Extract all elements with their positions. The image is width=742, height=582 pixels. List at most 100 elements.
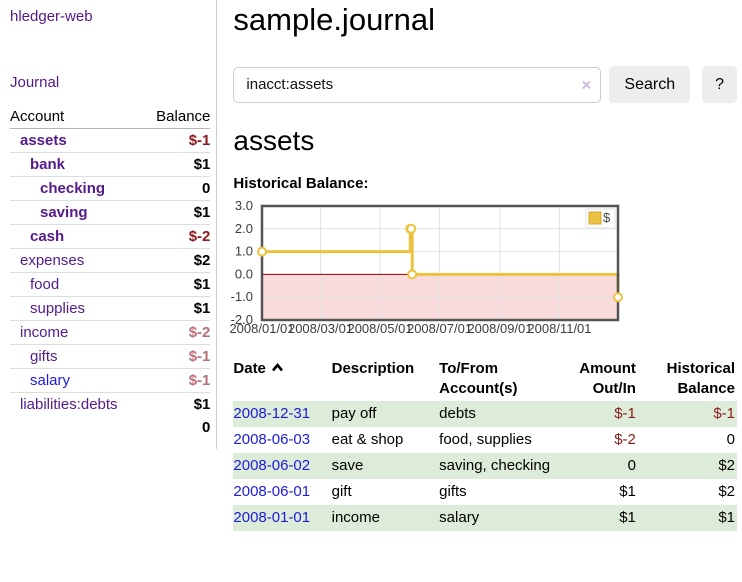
y-axis-tick-label: 3.0 xyxy=(235,198,253,213)
y-axis-tick-label: -1.0 xyxy=(231,289,253,304)
sort-ascending-icon xyxy=(271,359,284,379)
x-axis-tick-label: 2008/11/01 xyxy=(528,321,592,336)
transaction-date-link[interactable]: 2008-01-01 xyxy=(233,509,311,526)
accounts-table: Account Balance assets $-1 bank $1 checking 0… xyxy=(10,105,211,439)
account-balance: $-2 xyxy=(143,320,211,345)
x-axis-tick-label: 2008/07/01 xyxy=(407,321,472,336)
account-link[interactable]: liabilities:debts xyxy=(20,396,118,413)
accounts-header-account: Account xyxy=(10,105,144,129)
clear-search-icon[interactable]: × xyxy=(581,75,592,94)
sidebar: hledger-web Journal Account Balance asse… xyxy=(0,0,218,449)
account-row: gifts $-1 xyxy=(10,344,211,369)
account-link[interactable]: saving xyxy=(40,204,88,221)
transaction-date-link[interactable]: 2008-06-02 xyxy=(233,457,311,474)
account-link[interactable]: bank xyxy=(30,156,66,173)
account-balance: $1 xyxy=(143,152,211,177)
account-name-cell: supplies xyxy=(10,296,144,321)
search-input[interactable] xyxy=(233,66,602,103)
register-balance-cell: $2 xyxy=(718,457,735,474)
register-table-body: 2008-12-31 pay off debts $-1 $-1 2008-06-03 ea… xyxy=(233,401,737,531)
register-row: 2008-06-01 gift gifts $1 $2 xyxy=(233,479,737,505)
x-axis-tick-label: 2008/05/01 xyxy=(348,321,413,336)
account-name-cell: cash xyxy=(10,224,144,249)
register-amount-cell: $-2 xyxy=(614,431,636,448)
register-header-accounts: To/From Account(s) xyxy=(439,360,518,397)
account-name-cell: assets xyxy=(10,129,143,153)
search-form: × Search ? xyxy=(233,66,737,103)
account-link[interactable]: checking xyxy=(40,180,106,197)
account-link[interactable]: supplies xyxy=(30,300,86,317)
accounts-total-value: 0 xyxy=(202,419,211,436)
y-axis-tick-label: 2.0 xyxy=(235,221,253,236)
page-title: sample.journal xyxy=(233,2,435,37)
plot-border xyxy=(261,204,620,322)
data-point-marker xyxy=(406,223,417,234)
legend-label: $ xyxy=(603,210,611,225)
register-row: 2008-12-31 pay off debts $-1 $-1 xyxy=(233,401,737,427)
register-row: 2008-06-03 eat & shop food, supplies $-2 0 xyxy=(233,427,737,453)
chart-container: $3.0 2.0 1.0 0.0 -1.0 -2.0 2008/01/01 2008/03/0… xyxy=(225,198,737,343)
register-date-cell: 2008-06-01 xyxy=(233,479,331,505)
account-balance: $1 xyxy=(143,200,211,225)
help-button[interactable]: ? xyxy=(702,66,737,103)
register-row: 2008-01-01 income salary $1 $1 xyxy=(233,505,737,531)
chart-label: Historical Balance: xyxy=(233,175,369,192)
account-row: food $1 xyxy=(10,272,211,297)
register-balance-cell: $1 xyxy=(718,509,735,526)
account-row: supplies $1 xyxy=(10,296,211,321)
account-balance: $-1 xyxy=(143,368,211,393)
app-title-link[interactable]: hledger-web xyxy=(10,8,93,25)
account-row: bank $1 xyxy=(10,152,211,177)
account-link[interactable]: assets xyxy=(20,132,67,149)
sidebar-item-journal[interactable]: Journal xyxy=(10,74,60,91)
register-header-amount: Amount Out/In xyxy=(579,360,636,397)
account-row: cash $-2 xyxy=(10,224,211,249)
register-date-cell: 2008-06-03 xyxy=(233,427,331,453)
account-name-cell: liabilities:debts xyxy=(10,392,144,416)
search-input-wrap: × xyxy=(233,66,602,103)
register-date-cell: 2008-01-01 xyxy=(233,505,331,531)
account-name-cell: saving xyxy=(10,200,144,225)
account-row: checking 0 xyxy=(10,176,211,201)
account-name-cell: food xyxy=(10,272,144,297)
register-amount-cell: $-1 xyxy=(614,405,636,422)
account-balance: $1 xyxy=(143,296,211,321)
accounts-total-row: 0 xyxy=(10,416,210,439)
register-accounts-cell: salary xyxy=(439,509,480,526)
account-link[interactable]: food xyxy=(30,276,60,293)
legend-swatch xyxy=(588,211,602,225)
register-accounts-cell: food, supplies xyxy=(439,431,532,448)
register-accounts-cell: saving, checking xyxy=(439,457,551,474)
register-date-cell: 2008-06-02 xyxy=(233,453,331,479)
account-link[interactable]: income xyxy=(20,324,69,341)
register-balance-cell: 0 xyxy=(726,431,735,448)
account-link[interactable]: cash xyxy=(30,228,65,245)
transaction-date-link[interactable]: 2008-06-03 xyxy=(233,431,311,448)
data-point-marker xyxy=(257,246,268,257)
register-header-description: Description xyxy=(331,360,415,377)
register-balance-cell: $2 xyxy=(718,483,735,500)
account-name-cell: bank xyxy=(10,152,144,177)
account-balance: $-1 xyxy=(143,344,211,369)
account-name-cell: checking xyxy=(10,176,144,201)
register-accounts-cell: debts xyxy=(439,405,476,422)
accounts-header-balance: Balance xyxy=(143,105,211,129)
x-axis-tick-label: 2008/09/01 xyxy=(468,321,533,336)
search-button[interactable]: Search xyxy=(609,66,691,103)
transaction-date-link[interactable]: 2008-12-31 xyxy=(233,405,311,422)
account-balance: $1 xyxy=(143,272,211,297)
y-axis-tick-label: -2.0 xyxy=(231,312,253,327)
account-row: expenses $2 xyxy=(10,248,211,273)
account-link[interactable]: expenses xyxy=(20,252,85,269)
register-header-date[interactable]: Date xyxy=(233,357,331,401)
register-date-cell: 2008-12-31 xyxy=(233,401,331,427)
register-header-balance: Historical Balance xyxy=(666,360,735,397)
register-amount-cell: $1 xyxy=(619,509,636,526)
transaction-date-link[interactable]: 2008-06-01 xyxy=(233,483,311,500)
register-header-row: Date Description To/From Account(s) Amou… xyxy=(233,357,737,401)
data-point-marker xyxy=(407,269,418,280)
register-description-cell: income xyxy=(331,509,380,526)
account-link[interactable]: gifts xyxy=(30,348,58,365)
register-description-cell: eat & shop xyxy=(331,431,404,448)
account-link[interactable]: salary xyxy=(30,372,71,389)
